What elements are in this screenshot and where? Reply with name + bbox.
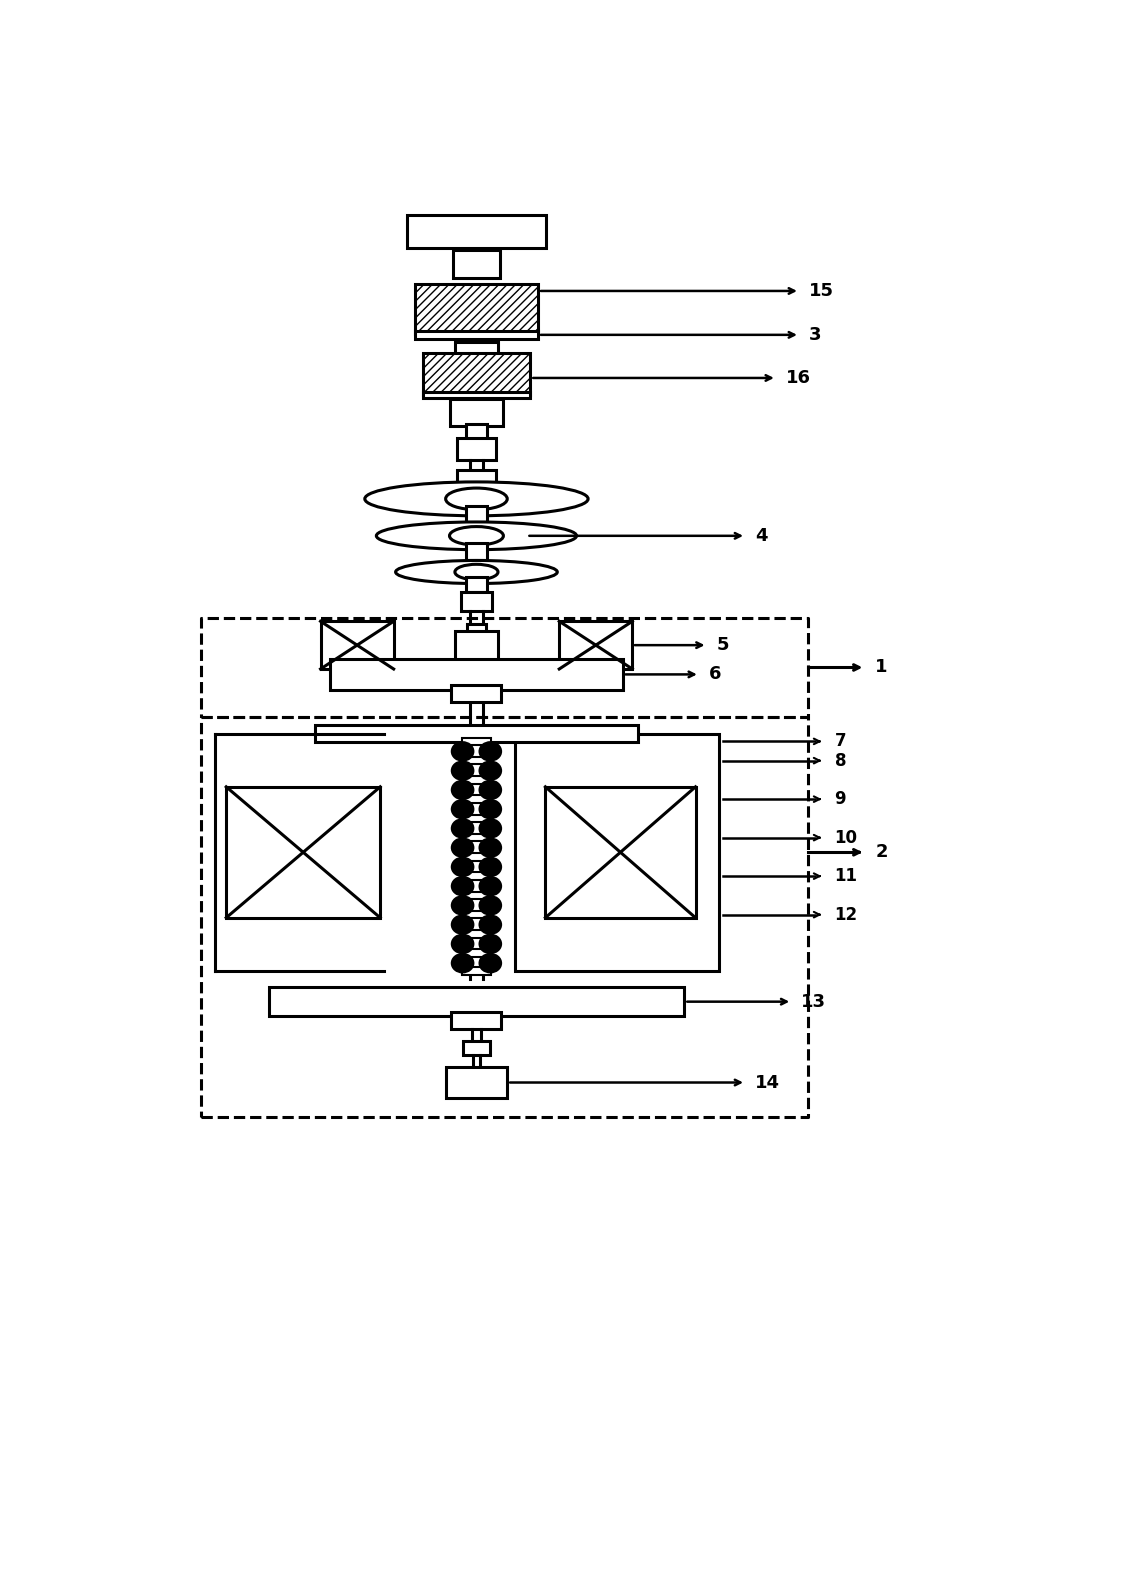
Ellipse shape bbox=[455, 564, 498, 580]
Bar bbox=[462, 776, 491, 784]
Bar bbox=[454, 250, 499, 277]
Bar bbox=[462, 949, 491, 957]
Bar bbox=[451, 686, 502, 702]
Ellipse shape bbox=[451, 800, 473, 819]
Ellipse shape bbox=[451, 916, 473, 935]
Ellipse shape bbox=[451, 954, 473, 973]
Ellipse shape bbox=[451, 897, 473, 914]
Text: 6: 6 bbox=[709, 665, 722, 683]
Ellipse shape bbox=[480, 935, 502, 954]
Bar bbox=[407, 215, 546, 247]
Bar bbox=[331, 659, 622, 689]
Bar bbox=[451, 1012, 502, 1030]
Text: 2: 2 bbox=[876, 843, 888, 862]
Ellipse shape bbox=[451, 878, 473, 895]
Ellipse shape bbox=[480, 762, 502, 779]
Bar bbox=[455, 630, 498, 661]
Text: 8: 8 bbox=[834, 752, 846, 770]
Bar bbox=[465, 543, 487, 559]
Bar bbox=[315, 725, 638, 743]
Ellipse shape bbox=[480, 743, 502, 760]
Text: 16: 16 bbox=[785, 369, 811, 386]
Ellipse shape bbox=[451, 857, 473, 876]
Bar bbox=[462, 738, 491, 744]
Text: 10: 10 bbox=[834, 828, 857, 847]
Bar bbox=[457, 470, 496, 486]
Text: 15: 15 bbox=[809, 282, 834, 299]
Bar bbox=[423, 353, 530, 396]
Bar bbox=[515, 733, 719, 971]
Ellipse shape bbox=[396, 561, 557, 583]
Bar bbox=[545, 787, 695, 917]
Bar bbox=[465, 505, 487, 523]
Ellipse shape bbox=[451, 819, 473, 838]
Bar bbox=[461, 592, 491, 611]
Bar bbox=[462, 873, 491, 881]
Bar bbox=[449, 399, 504, 426]
Ellipse shape bbox=[480, 897, 502, 914]
Bar bbox=[462, 854, 491, 860]
Bar bbox=[226, 787, 381, 917]
Ellipse shape bbox=[480, 916, 502, 935]
Ellipse shape bbox=[480, 838, 502, 857]
Bar bbox=[423, 391, 530, 398]
Bar bbox=[462, 966, 491, 974]
Text: 12: 12 bbox=[834, 906, 857, 923]
Ellipse shape bbox=[480, 954, 502, 973]
Ellipse shape bbox=[446, 488, 507, 510]
Ellipse shape bbox=[449, 526, 504, 545]
Bar bbox=[446, 1068, 507, 1098]
Text: 9: 9 bbox=[834, 790, 846, 808]
Text: 1: 1 bbox=[876, 659, 888, 676]
Ellipse shape bbox=[451, 743, 473, 760]
Bar bbox=[463, 1041, 490, 1055]
Ellipse shape bbox=[376, 523, 577, 550]
Bar bbox=[457, 439, 496, 459]
Bar bbox=[560, 621, 633, 668]
Ellipse shape bbox=[480, 857, 502, 876]
Bar bbox=[462, 892, 491, 900]
Bar bbox=[462, 757, 491, 765]
Bar bbox=[269, 987, 684, 1017]
Text: 14: 14 bbox=[755, 1074, 780, 1091]
Ellipse shape bbox=[451, 935, 473, 954]
Bar bbox=[462, 930, 491, 938]
Bar bbox=[466, 624, 486, 634]
Bar bbox=[462, 814, 491, 822]
Ellipse shape bbox=[365, 482, 588, 516]
Bar bbox=[320, 621, 393, 668]
Text: 7: 7 bbox=[834, 732, 846, 751]
Bar bbox=[465, 577, 487, 592]
Bar bbox=[415, 331, 538, 339]
Bar bbox=[462, 911, 491, 919]
Text: 5: 5 bbox=[717, 637, 730, 654]
Bar bbox=[462, 833, 491, 841]
Bar bbox=[455, 342, 498, 356]
Text: 11: 11 bbox=[834, 866, 857, 885]
Ellipse shape bbox=[480, 800, 502, 819]
Ellipse shape bbox=[480, 819, 502, 838]
Ellipse shape bbox=[451, 781, 473, 800]
Ellipse shape bbox=[451, 838, 473, 857]
Bar bbox=[462, 795, 491, 803]
Ellipse shape bbox=[451, 762, 473, 779]
Text: 4: 4 bbox=[755, 527, 767, 545]
Bar bbox=[465, 425, 487, 439]
Ellipse shape bbox=[480, 878, 502, 895]
Text: 3: 3 bbox=[809, 326, 822, 344]
Text: 13: 13 bbox=[801, 993, 826, 1011]
Ellipse shape bbox=[480, 781, 502, 800]
Bar bbox=[415, 284, 538, 334]
